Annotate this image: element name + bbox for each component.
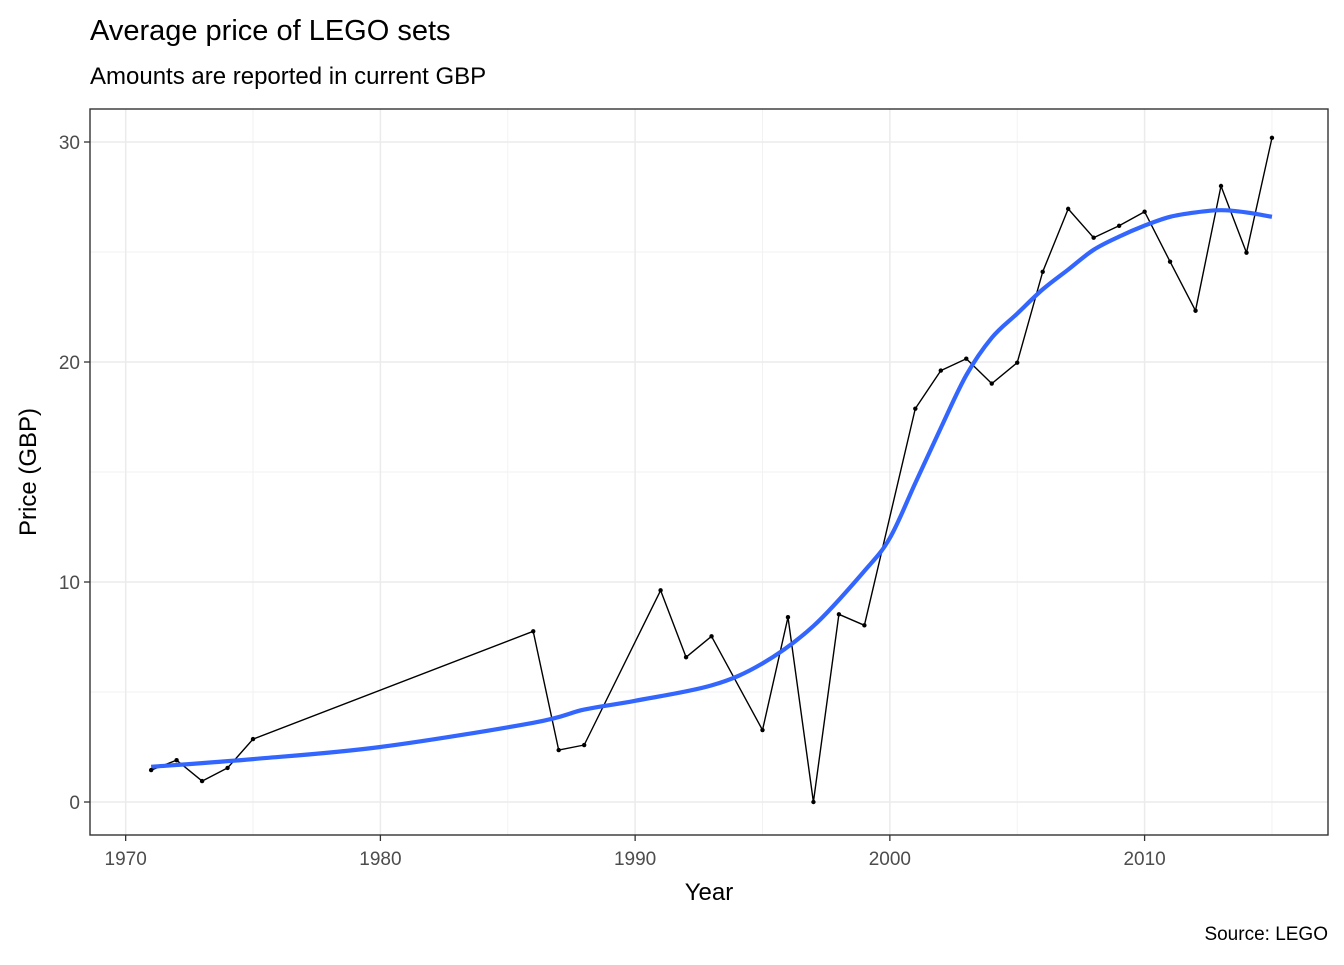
price-point bbox=[811, 799, 816, 805]
price-point bbox=[913, 406, 918, 411]
price-point bbox=[836, 612, 842, 617]
trend-line bbox=[150, 208, 1273, 769]
price-point bbox=[199, 778, 205, 784]
price-point bbox=[1065, 206, 1071, 212]
price-point bbox=[1142, 209, 1147, 214]
price-point bbox=[556, 747, 561, 753]
price-point bbox=[785, 615, 791, 620]
price-point bbox=[760, 727, 765, 733]
grid-major bbox=[90, 109, 1328, 835]
price-point bbox=[531, 629, 536, 634]
price-point bbox=[1244, 250, 1249, 255]
x-tick-label: 2000 bbox=[869, 849, 911, 870]
x-axis: 1970 1980 1990 2000 2010 bbox=[105, 835, 1166, 870]
y-axis-label: Price (GBP) bbox=[15, 408, 42, 536]
x-axis-label: Year bbox=[685, 879, 734, 906]
x-tick-label: 1970 bbox=[105, 849, 147, 870]
price-point bbox=[709, 634, 714, 639]
y-tick-label: 20 bbox=[59, 353, 80, 374]
chart-caption: Source: LEGO bbox=[1204, 924, 1328, 945]
price-point bbox=[174, 758, 179, 763]
price-point bbox=[1269, 135, 1275, 141]
price-point bbox=[581, 742, 587, 748]
price-point bbox=[964, 356, 969, 361]
price-point bbox=[1116, 223, 1122, 229]
y-tick-label: 0 bbox=[69, 793, 80, 814]
price-point bbox=[1015, 360, 1020, 365]
price-point bbox=[1193, 308, 1198, 313]
price-point bbox=[148, 767, 154, 773]
price-point bbox=[862, 623, 867, 628]
price-point bbox=[683, 655, 689, 660]
plot-panel-border bbox=[89, 108, 1329, 836]
price-point bbox=[225, 765, 230, 771]
price-point bbox=[1040, 269, 1045, 274]
x-tick-label: 1990 bbox=[614, 849, 656, 870]
chart-title: Average price of LEGO sets bbox=[90, 15, 451, 47]
y-axis: 0 10 20 30 bbox=[59, 133, 90, 814]
y-tick-label: 10 bbox=[59, 573, 80, 594]
y-tick-label: 30 bbox=[59, 133, 80, 154]
price-point bbox=[1091, 235, 1096, 240]
grid-minor bbox=[90, 109, 1328, 835]
price-point bbox=[989, 381, 994, 386]
x-tick-label: 1980 bbox=[359, 849, 401, 870]
price-point bbox=[938, 368, 944, 373]
chart-subtitle: Amounts are reported in current GBP bbox=[90, 63, 486, 90]
price-line bbox=[150, 137, 1273, 803]
price-point bbox=[1218, 183, 1224, 189]
x-tick-label: 2010 bbox=[1123, 849, 1165, 870]
price-point bbox=[250, 736, 256, 742]
price-point bbox=[1167, 259, 1173, 264]
series-layer bbox=[148, 135, 1275, 805]
price-point bbox=[658, 588, 663, 593]
